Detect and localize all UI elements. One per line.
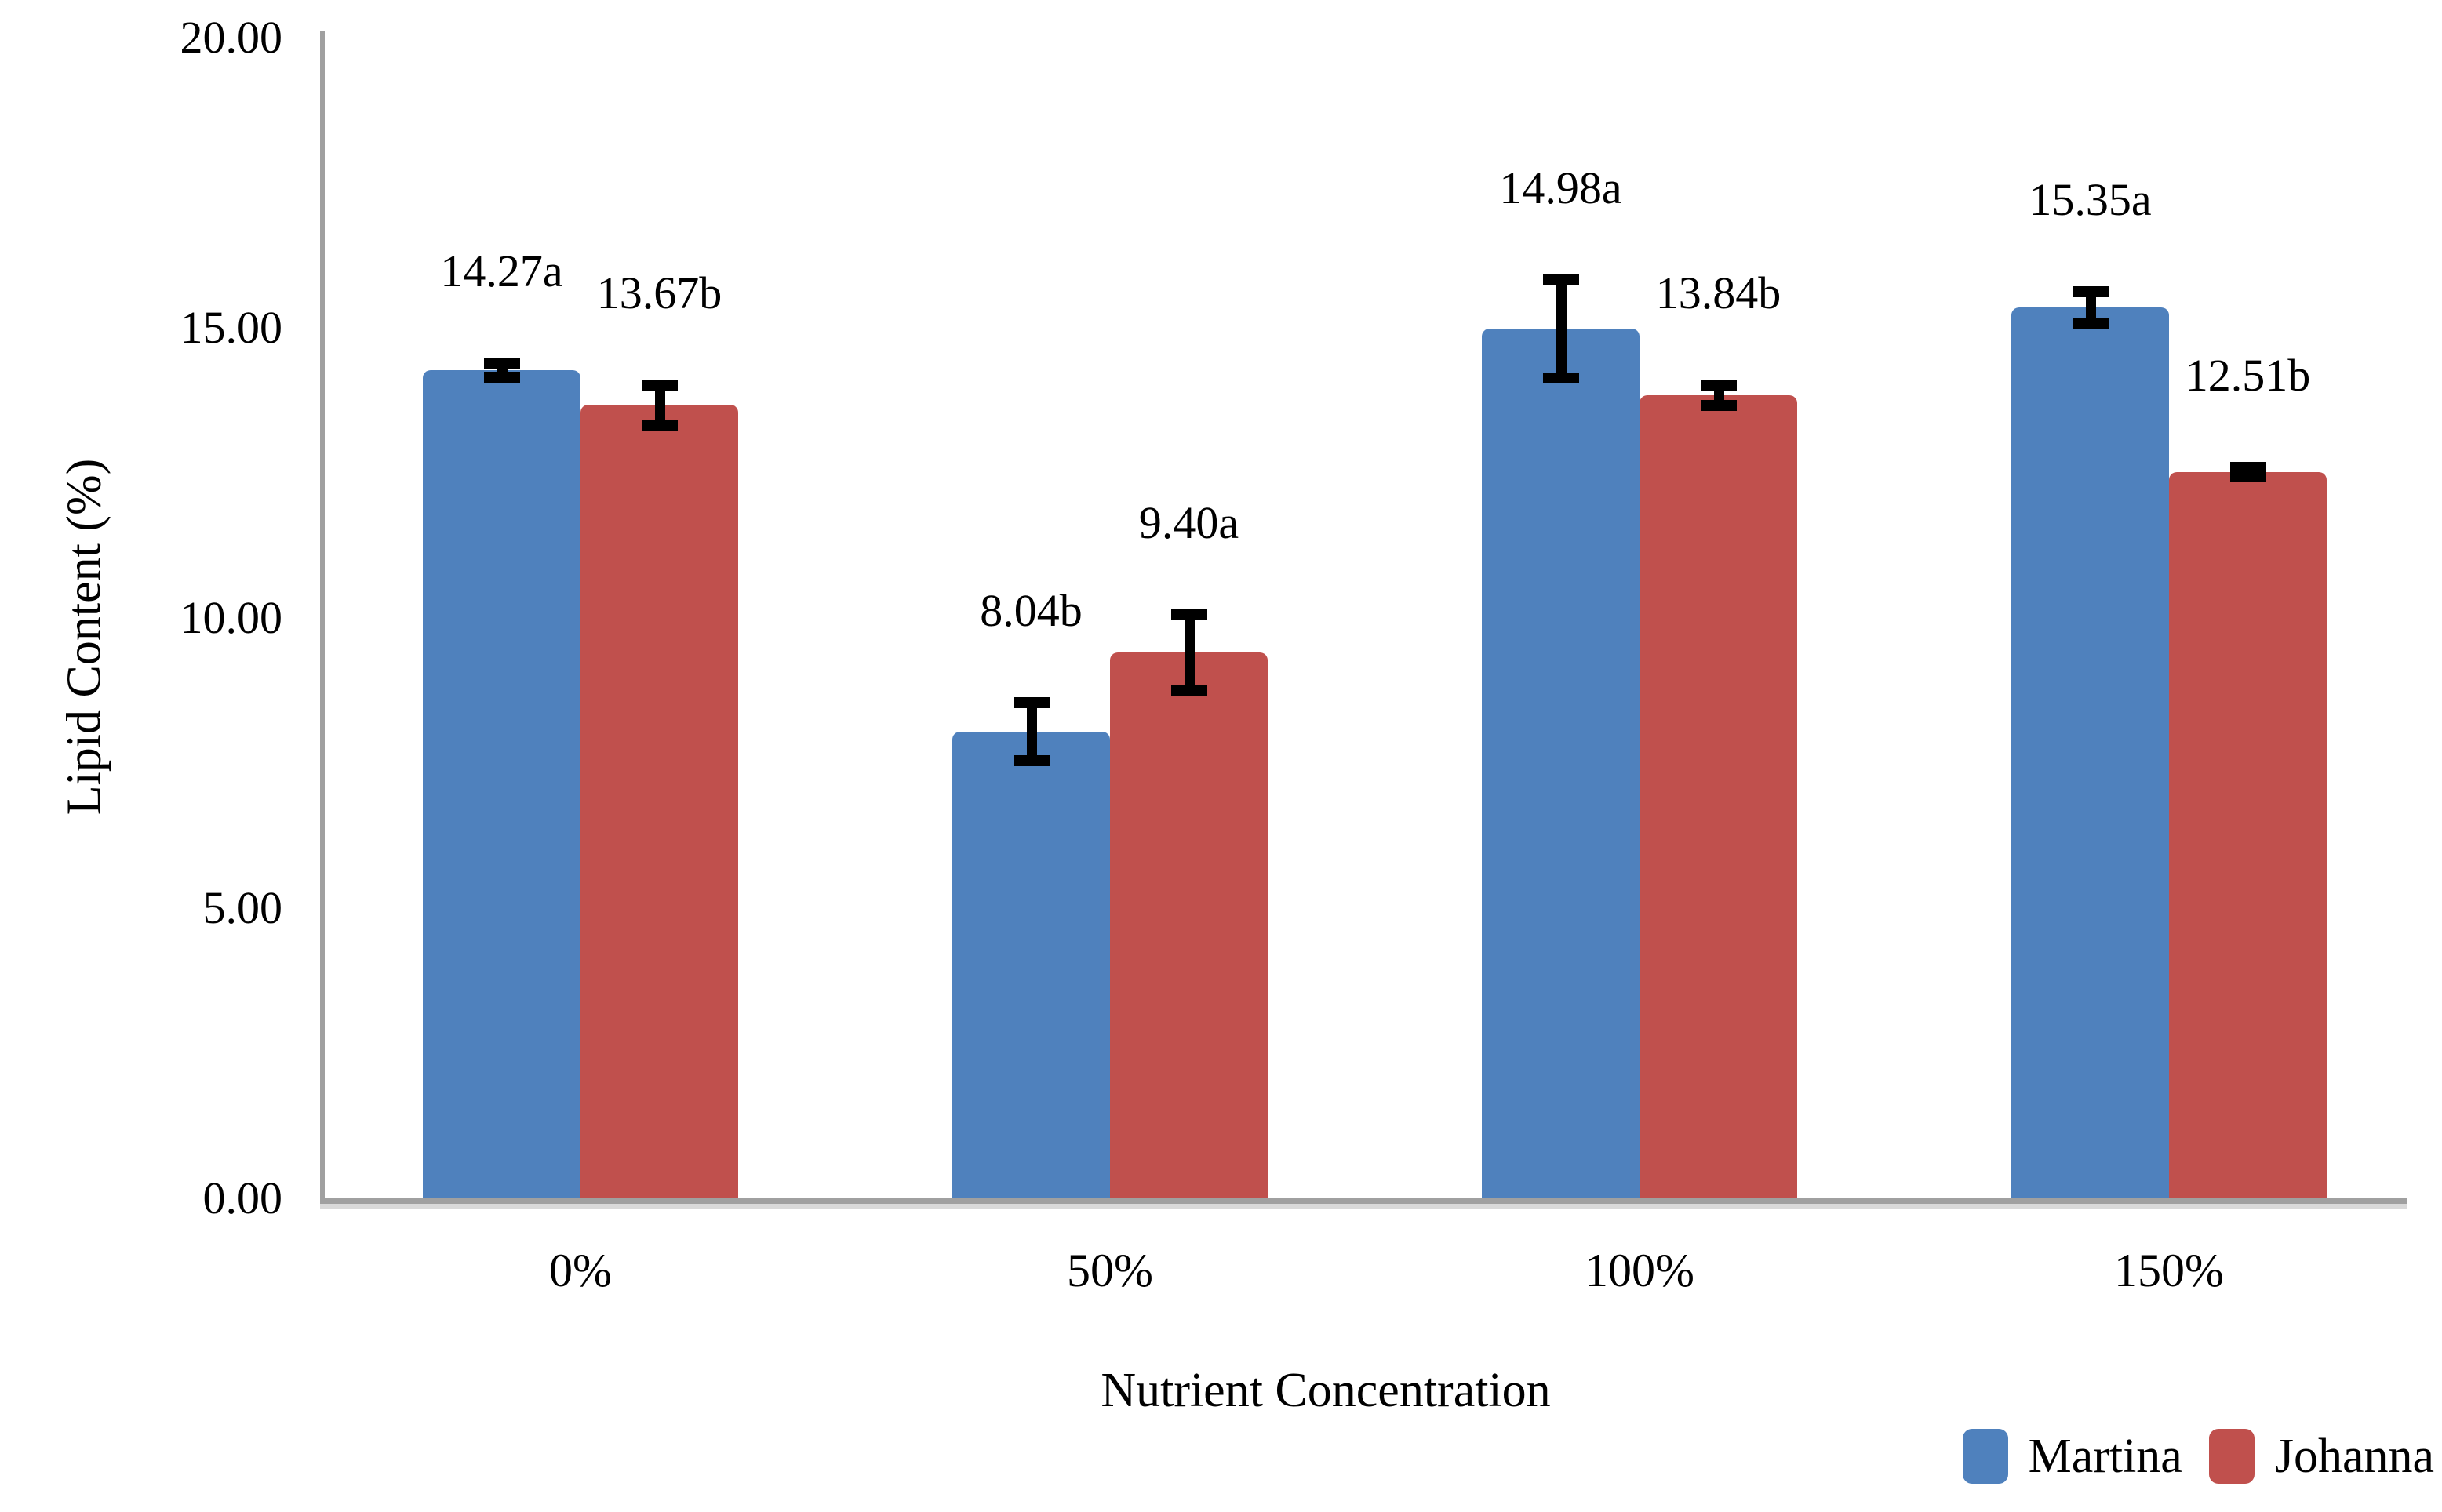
y-tick-label: 15.00	[180, 302, 283, 353]
x-tick-label: 50%	[1067, 1245, 1153, 1296]
error-bar-top-cap	[1170, 609, 1207, 621]
bar-johanna-100%	[1640, 394, 1797, 1200]
error-bar-bottom-cap	[1013, 755, 1050, 767]
error-bar-whisker	[1026, 703, 1037, 761]
legend-swatch-martina	[1962, 1429, 2008, 1484]
error-bar-whisker	[1556, 279, 1567, 379]
legend-swatch-johanna	[2208, 1429, 2255, 1484]
bar-martina-100%	[1482, 329, 1640, 1200]
y-axis-line	[320, 31, 325, 1201]
legend-item-johanna: Johanna	[2208, 1429, 2434, 1484]
error-bar-bottom-cap	[1170, 685, 1207, 696]
error-bar-bottom-cap	[2229, 471, 2266, 483]
error-bar-bottom-cap	[1542, 373, 1579, 384]
bar-martina-50%	[952, 732, 1110, 1200]
bar-johanna-150%	[2169, 472, 2327, 1200]
x-axis-line	[320, 1198, 2407, 1204]
bar-martina-0%	[423, 370, 580, 1200]
y-tick-label: 0.00	[202, 1172, 283, 1223]
data-label: 8.04b	[980, 585, 1083, 637]
error-bar-bottom-cap	[1700, 400, 1737, 412]
error-bar-whisker	[654, 384, 665, 426]
data-label: 13.67b	[596, 267, 722, 318]
x-tick-label: 0%	[549, 1245, 612, 1296]
error-bar-top-cap	[1013, 697, 1050, 709]
y-tick-label: 5.00	[202, 882, 283, 933]
legend-item-martina: Martina	[1962, 1429, 2182, 1484]
error-bar-bottom-cap	[483, 371, 520, 383]
x-tick-label: 150%	[2114, 1245, 2224, 1296]
error-bar-whisker	[1184, 615, 1195, 691]
error-bar-top-cap	[641, 379, 678, 391]
x-tick-label: 100%	[1585, 1245, 1694, 1296]
bar-johanna-0%	[580, 405, 738, 1200]
legend: Martina Johanna	[1962, 1421, 2434, 1492]
error-bar-top-cap	[483, 358, 520, 369]
data-label: 9.40a	[1138, 497, 1239, 549]
error-bar-top-cap	[1700, 379, 1737, 391]
error-bar-bottom-cap	[641, 420, 678, 431]
error-bar-whisker	[2085, 292, 2096, 324]
data-label: 15.35a	[2029, 174, 2152, 226]
error-bar-top-cap	[2072, 286, 2109, 298]
y-tick-label: 10.00	[180, 592, 283, 643]
data-label: 14.98a	[1499, 162, 1622, 213]
data-label: 12.51b	[2185, 350, 2311, 402]
data-label: 14.27a	[440, 245, 563, 297]
error-bar-top-cap	[2229, 462, 2266, 474]
bar-martina-150%	[2011, 307, 2169, 1200]
error-bar-bottom-cap	[2072, 318, 2109, 329]
y-tick-label: 20.00	[180, 12, 283, 63]
bar-johanna-50%	[1110, 652, 1268, 1200]
data-label: 13.84b	[1655, 267, 1781, 318]
x-axis-title: Nutrient Concentration	[1101, 1364, 1551, 1417]
legend-label: Johanna	[2274, 1430, 2434, 1483]
legend-label: Martina	[2028, 1430, 2182, 1483]
error-bar-top-cap	[1542, 274, 1579, 285]
